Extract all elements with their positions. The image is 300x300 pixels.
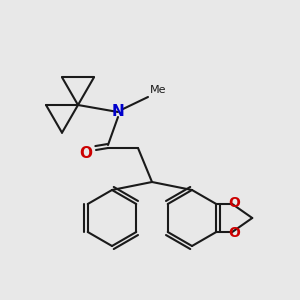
Text: O: O [80,146,92,160]
Text: O: O [228,196,240,210]
Text: Me: Me [150,85,166,95]
Text: N: N [112,104,124,119]
Text: O: O [228,226,240,240]
